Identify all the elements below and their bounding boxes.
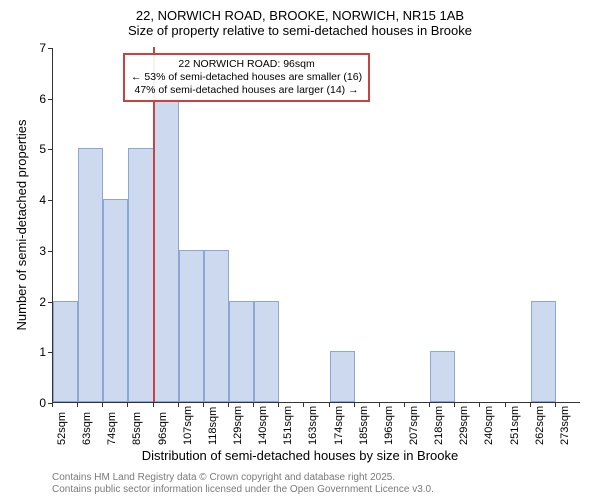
x-tick-label: 107sqm	[182, 406, 194, 445]
histogram-bar	[254, 301, 279, 402]
x-tick-label: 196sqm	[383, 406, 395, 445]
x-tick-mark	[429, 403, 430, 407]
y-tick-label: 0	[39, 396, 46, 410]
attribution-line1: Contains HM Land Registry data © Crown c…	[52, 472, 434, 484]
x-tick-label: 240sqm	[483, 406, 495, 445]
x-tick-mark	[329, 403, 330, 407]
x-tick-mark	[52, 403, 53, 407]
y-tick-label: 4	[39, 193, 46, 207]
x-tick-mark	[228, 403, 229, 407]
y-tick-label: 5	[39, 142, 46, 156]
histogram-bar	[103, 199, 128, 402]
x-tick-label: 96sqm	[157, 412, 169, 445]
x-tick-mark	[127, 403, 128, 407]
y-tick-label: 1	[39, 345, 46, 359]
chart-title-line1: 22, NORWICH ROAD, BROOKE, NORWICH, NR15 …	[0, 8, 600, 23]
annotation-line3: 47% of semi-detached houses are larger (…	[131, 84, 362, 97]
x-tick-label: 163sqm	[307, 406, 319, 445]
histogram-bar	[53, 301, 78, 402]
x-tick-label: 140sqm	[257, 406, 269, 445]
x-tick-label: 151sqm	[282, 406, 294, 445]
plot-area: 22 NORWICH ROAD: 96sqm ← 53% of semi-det…	[52, 48, 580, 403]
y-tick-label: 6	[39, 92, 46, 106]
x-tick-label: 185sqm	[358, 406, 370, 445]
x-tick-mark	[253, 403, 254, 407]
chart-title-block: 22, NORWICH ROAD, BROOKE, NORWICH, NR15 …	[0, 0, 600, 38]
x-tick-label: 174sqm	[333, 406, 345, 445]
x-tick-mark	[178, 403, 179, 407]
y-tick-label: 7	[39, 41, 46, 55]
attribution-block: Contains HM Land Registry data © Crown c…	[52, 472, 434, 496]
x-tick-mark	[454, 403, 455, 407]
x-tick-label: 118sqm	[207, 407, 219, 445]
attribution-line2: Contains public sector information licen…	[52, 484, 434, 496]
x-tick-mark	[153, 403, 154, 407]
x-tick-mark	[530, 403, 531, 407]
histogram-bar	[204, 250, 229, 402]
histogram-bar	[128, 148, 153, 402]
y-axis-label: Number of semi-detached properties	[14, 120, 29, 331]
annotation-line2: ← 53% of semi-detached houses are smalle…	[131, 71, 362, 84]
x-tick-mark	[278, 403, 279, 407]
x-tick-mark	[479, 403, 480, 407]
x-tick-mark	[404, 403, 405, 407]
annotation-box: 22 NORWICH ROAD: 96sqm ← 53% of semi-det…	[123, 53, 370, 102]
x-tick-label: 251sqm	[509, 406, 521, 445]
chart-container: 22, NORWICH ROAD, BROOKE, NORWICH, NR15 …	[0, 0, 600, 500]
histogram-bar	[430, 351, 455, 402]
annotation-line1: 22 NORWICH ROAD: 96sqm	[131, 58, 362, 71]
x-tick-label: 129sqm	[232, 406, 244, 445]
histogram-bar	[330, 351, 355, 402]
histogram-bar	[531, 301, 556, 402]
histogram-bar	[179, 250, 204, 402]
y-tick-label: 3	[39, 244, 46, 258]
chart-title-line2: Size of property relative to semi-detach…	[0, 23, 600, 38]
histogram-bar	[78, 148, 103, 402]
x-tick-mark	[555, 403, 556, 407]
x-tick-label: 262sqm	[534, 406, 546, 445]
x-axis-label: Distribution of semi-detached houses by …	[0, 448, 600, 463]
x-tick-mark	[77, 403, 78, 407]
x-tick-label: 85sqm	[131, 412, 143, 445]
histogram-bar	[154, 98, 179, 402]
y-tick-label: 2	[39, 295, 46, 309]
x-tick-label: 74sqm	[106, 412, 118, 445]
x-tick-mark	[203, 403, 204, 407]
x-tick-label: 52sqm	[56, 412, 68, 445]
x-tick-label: 218sqm	[433, 406, 445, 445]
x-tick-mark	[505, 403, 506, 407]
x-tick-mark	[379, 403, 380, 407]
x-tick-label: 63sqm	[81, 412, 93, 445]
x-tick-mark	[102, 403, 103, 407]
histogram-bar	[229, 301, 254, 402]
x-tick-label: 207sqm	[408, 406, 420, 445]
x-tick-label: 229sqm	[458, 406, 470, 445]
x-tick-label: 273sqm	[559, 406, 571, 445]
x-tick-mark	[354, 403, 355, 407]
x-tick-mark	[303, 403, 304, 407]
